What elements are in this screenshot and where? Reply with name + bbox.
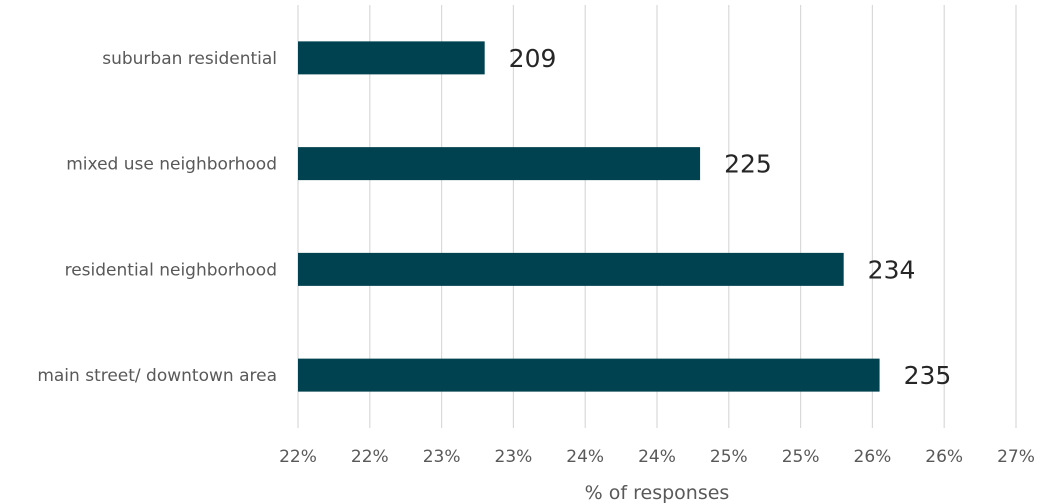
x-tick-label: 26% <box>854 447 892 467</box>
data-label: 235 <box>904 361 952 390</box>
category-labels: suburban residential mixed use neighborho… <box>37 49 277 386</box>
bar <box>298 147 701 181</box>
x-tick-label: 22% <box>279 447 317 467</box>
category-label: mixed use neighborhood <box>66 155 277 175</box>
x-tick-labels: 22% 22% 23% 23% 24% 24% 25% 25% 26% 26% 27% <box>279 447 1035 467</box>
bar <box>298 41 485 75</box>
data-labels: 209 225 234 235 <box>509 44 952 390</box>
x-tick-label: 23% <box>495 447 533 467</box>
bar <box>298 358 880 392</box>
data-label: 225 <box>724 150 772 179</box>
x-tick-label: 23% <box>423 447 461 467</box>
x-tick-label: 26% <box>925 447 963 467</box>
x-tick-label: 25% <box>782 447 820 467</box>
gridlines <box>297 5 1017 428</box>
x-tick-label: 24% <box>566 447 604 467</box>
category-label: main street/ downtown area <box>37 366 277 386</box>
x-tick-label: 25% <box>710 447 748 467</box>
bars <box>298 41 880 392</box>
data-label: 209 <box>509 44 557 73</box>
x-tick-label: 24% <box>638 447 676 467</box>
x-tick-label: 22% <box>351 447 389 467</box>
x-axis-title: % of responses <box>585 482 730 504</box>
category-label: suburban residential <box>102 49 277 69</box>
bar <box>298 252 844 286</box>
data-label: 234 <box>868 255 916 284</box>
category-label: residential neighborhood <box>65 260 277 280</box>
x-tick-label: 27% <box>997 447 1035 467</box>
